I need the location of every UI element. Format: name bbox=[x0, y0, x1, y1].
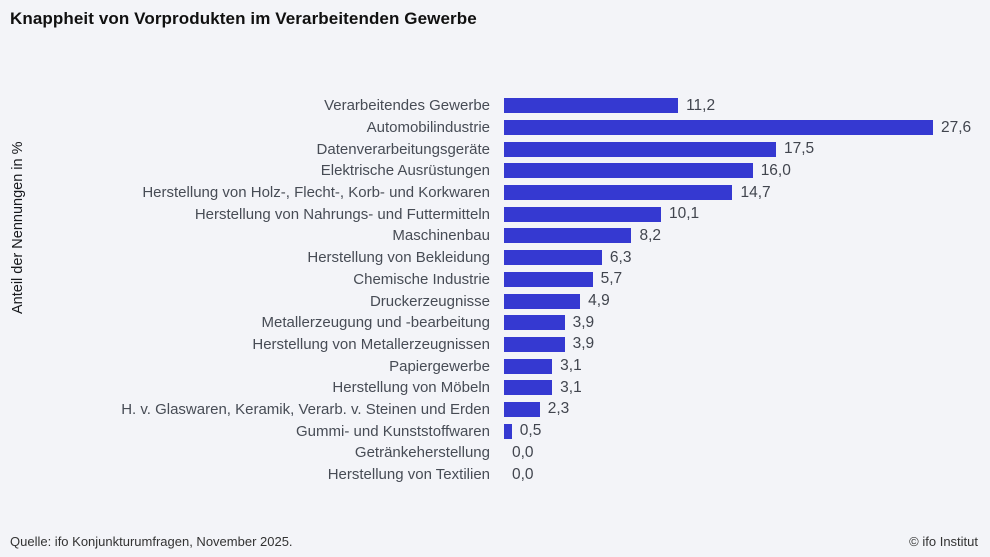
bar-row: Druckerzeugnisse 4,9 bbox=[0, 290, 990, 312]
bar bbox=[504, 271, 593, 287]
category-label: Verarbeitendes Gewerbe bbox=[324, 97, 490, 115]
category-label: H. v. Glaswaren, Keramik, Verarb. v. Ste… bbox=[121, 400, 490, 418]
value-label: 27,6 bbox=[941, 118, 972, 136]
bar-cell: 5,7 bbox=[490, 270, 990, 288]
bar-row: Chemische Industrie 5,7 bbox=[0, 269, 990, 291]
category-label: Metallerzeugung und -bearbeitung bbox=[261, 314, 491, 332]
value-label: 6,3 bbox=[609, 248, 632, 266]
category-label: Maschinenbau bbox=[392, 227, 490, 245]
category-label: Gummi- und Kunststoffwaren bbox=[296, 422, 490, 440]
value-label: 14,7 bbox=[740, 183, 771, 201]
bar bbox=[504, 228, 632, 244]
bar bbox=[504, 423, 512, 439]
bar-cell: 4,9 bbox=[490, 292, 990, 310]
value-label: 8,2 bbox=[639, 226, 662, 244]
bar-cell: 0,5 bbox=[490, 422, 990, 440]
source-note: Quelle: ifo Konjunkturumfragen, November… bbox=[10, 534, 293, 549]
bar-row: Gummi- und Kunststoffwaren 0,5 bbox=[0, 420, 990, 442]
bar-cell: 3,1 bbox=[490, 357, 990, 375]
bar-row: Metallerzeugung und -bearbeitung 3,9 bbox=[0, 312, 990, 334]
bar-cell: 27,6 bbox=[490, 119, 990, 137]
category-label: Herstellung von Textilien bbox=[327, 466, 490, 484]
bar-row: Herstellung von Holz-, Flecht-, Korb- un… bbox=[0, 182, 990, 204]
bar bbox=[504, 315, 565, 331]
category-label: Herstellung von Holz-, Flecht-, Korb- un… bbox=[142, 184, 490, 202]
category-label: Herstellung von Metallerzeugnissen bbox=[252, 335, 490, 353]
bar-cell: 14,7 bbox=[490, 184, 990, 202]
value-label: 0,0 bbox=[512, 443, 534, 461]
bar bbox=[504, 358, 553, 374]
value-label: 2,3 bbox=[547, 400, 570, 418]
category-label: Herstellung von Bekleidung bbox=[307, 249, 490, 267]
value-label: 3,1 bbox=[560, 378, 582, 396]
bar-row: Herstellung von Bekleidung 6,3 bbox=[0, 247, 990, 269]
bar-cell: 3,1 bbox=[490, 379, 990, 397]
bar-chart: Verarbeitendes Gewerbe 11,2 Automobilindus… bbox=[0, 95, 990, 485]
value-label: 11,2 bbox=[686, 96, 716, 114]
value-label: 4,9 bbox=[588, 292, 610, 310]
bar bbox=[504, 380, 553, 396]
footer: Quelle: ifo Konjunkturumfragen, November… bbox=[10, 534, 978, 549]
bar-row: Automobilindustrie 27,6 bbox=[0, 117, 990, 139]
bar-cell: 11,2 bbox=[490, 97, 990, 115]
page-title: Knappheit von Vorprodukten im Verarbeite… bbox=[10, 9, 477, 28]
bar-cell: 10,1 bbox=[490, 205, 990, 223]
bar bbox=[504, 250, 602, 266]
bar-row: Herstellung von Nahrungs- und Futtermitt… bbox=[0, 203, 990, 225]
value-label: 10,1 bbox=[668, 205, 700, 223]
bar-row: Herstellung von Textilien 0,0 bbox=[0, 464, 990, 486]
bar bbox=[504, 401, 540, 417]
bar bbox=[504, 141, 776, 157]
bar bbox=[504, 120, 933, 136]
value-label: 16,0 bbox=[760, 161, 791, 179]
bar-row: Herstellung von Möbeln 3,1 bbox=[0, 377, 990, 399]
bar-row: Maschinenbau 8,2 bbox=[0, 225, 990, 247]
value-label: 3,9 bbox=[572, 313, 595, 331]
category-label: Automobilindustrie bbox=[366, 119, 490, 137]
copyright-note: © ifo Institut bbox=[909, 534, 978, 549]
bar-cell: 17,5 bbox=[490, 140, 990, 158]
category-label: Papiergewerbe bbox=[389, 357, 490, 375]
bar bbox=[504, 185, 733, 201]
value-label: 3,1 bbox=[560, 357, 582, 375]
bar-cell: 3,9 bbox=[490, 335, 990, 353]
bar-row: Elektrische Ausrüstungen 16,0 bbox=[0, 160, 990, 182]
category-label: Druckerzeugnisse bbox=[369, 292, 490, 310]
bar-cell: 2,3 bbox=[490, 400, 990, 418]
bar bbox=[504, 206, 661, 222]
category-label: Chemische Industrie bbox=[353, 270, 490, 288]
bar-row: Papiergewerbe 3,1 bbox=[0, 355, 990, 377]
value-label: 5,7 bbox=[600, 270, 623, 288]
value-label: 17,5 bbox=[784, 140, 815, 158]
bar-cell: 0,0 bbox=[490, 466, 990, 484]
bar-row: H. v. Glaswaren, Keramik, Verarb. v. Ste… bbox=[0, 399, 990, 421]
category-label: Elektrische Ausrüstungen bbox=[320, 162, 490, 180]
category-label: Herstellung von Nahrungs- und Futtermitt… bbox=[194, 205, 490, 223]
bar-cell: 16,0 bbox=[490, 162, 990, 180]
bar bbox=[504, 163, 753, 179]
bar bbox=[504, 293, 581, 309]
bar bbox=[504, 98, 679, 114]
bar-cell: 3,9 bbox=[490, 314, 990, 332]
bar-row: Getränkeherstellung 0,0 bbox=[0, 442, 990, 464]
bar-row: Herstellung von Metallerzeugnissen 3,9 bbox=[0, 334, 990, 356]
value-label: 3,9 bbox=[572, 335, 595, 353]
bar-row: Datenverarbeitungsgeräte 17,5 bbox=[0, 138, 990, 160]
bar-cell: 0,0 bbox=[490, 444, 990, 462]
bar bbox=[504, 336, 565, 352]
bar-row: Verarbeitendes Gewerbe 11,2 bbox=[0, 95, 990, 117]
category-label: Datenverarbeitungsgeräte bbox=[316, 140, 490, 158]
category-label: Getränkeherstellung bbox=[354, 444, 490, 462]
bar-cell: 6,3 bbox=[490, 249, 990, 267]
value-label: 0,5 bbox=[519, 422, 542, 440]
category-label: Herstellung von Möbeln bbox=[332, 379, 490, 397]
bar-cell: 8,2 bbox=[490, 227, 990, 245]
value-label: 0,0 bbox=[512, 465, 534, 483]
